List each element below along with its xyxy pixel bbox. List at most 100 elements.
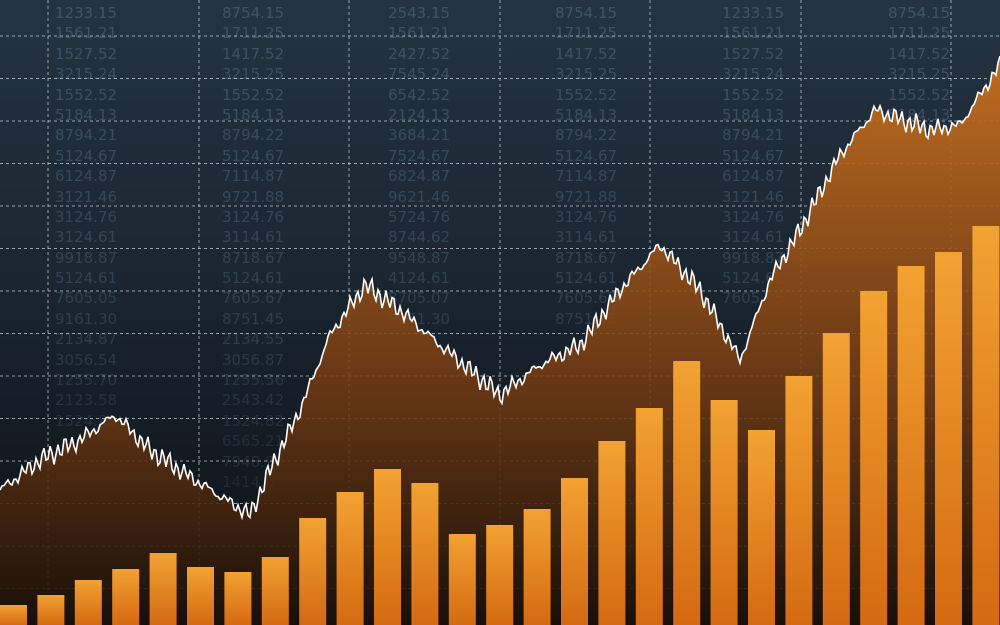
number-cell: 8794.22 — [555, 126, 618, 145]
bars — [0, 226, 1000, 625]
number-cell: 5124.67 — [722, 146, 785, 165]
number-cell: 8794.21 — [722, 126, 785, 145]
number-cell: 1233.15 — [722, 4, 785, 22]
number-cell: 1552.52 — [555, 85, 618, 104]
number-cell: 1711.25 — [222, 24, 285, 43]
number-cell: 3215.25 — [888, 65, 951, 84]
number-cell: 2124.13 — [388, 105, 451, 124]
number-cell: 2134.55 — [222, 330, 285, 349]
number-cell: 8794.22 — [222, 126, 285, 145]
bar — [598, 441, 626, 625]
number-cell: 6565.21 — [222, 432, 285, 451]
number-cell: 1711.25 — [888, 24, 951, 43]
number-cell: 5124.67 — [222, 146, 285, 165]
number-cell: 9548.87 — [388, 248, 451, 267]
number-cell: 3124.76 — [555, 207, 618, 226]
number-cell: 3114.61 — [222, 228, 285, 247]
number-cell: 8718.67 — [222, 248, 285, 267]
number-column: 8754.15 1711.25 1417.52 3215.25 1552.52 5184.… — [888, 3, 950, 125]
number-cell: 1255.70 — [55, 371, 118, 390]
number-cell: 8754.15 — [555, 4, 618, 22]
number-cell: 5184.13 — [555, 105, 618, 124]
number-cell: 9161.30 — [55, 309, 118, 328]
number-cell: 3684.21 — [388, 126, 451, 145]
bar — [261, 557, 289, 625]
number-cell: 3215.24 — [55, 65, 118, 84]
number-cell: 5184.13 — [55, 105, 118, 124]
number-column: 8754.15 1711.25 1417.52 3215.25 1552.52 5184.… — [222, 3, 284, 492]
number-cell: 1561.21 — [388, 24, 451, 43]
number-cell: 9918.87 — [722, 248, 785, 267]
number-cell: 1524.82 — [222, 411, 285, 430]
number-cell: 5124.67 — [55, 146, 118, 165]
number-cell: 8718.67 — [555, 248, 618, 267]
number-cell: 2543.42 — [222, 391, 285, 410]
number-cell: 3215.25 — [222, 65, 285, 84]
price-line — [0, 55, 1000, 521]
number-cell: 1417.52 — [222, 44, 285, 63]
bar — [710, 400, 738, 625]
number-cell: 2427.52 — [388, 44, 451, 63]
number-cell: 1561.21 — [55, 24, 118, 43]
number-cell: 3124.61 — [55, 228, 118, 247]
number-cell: 3056.87 — [222, 350, 285, 369]
bar — [635, 408, 663, 625]
bar — [336, 492, 364, 625]
number-cell: 7605.05 — [55, 289, 118, 308]
number-cell: 7114.87 — [555, 167, 618, 186]
bar — [411, 483, 439, 625]
number-cell: 3121.46 — [722, 187, 785, 206]
number-cell: 9621.46 — [388, 187, 451, 206]
bar — [299, 518, 327, 625]
bar — [0, 605, 27, 625]
number-cell: 5724.76 — [388, 207, 451, 226]
number-cell: 5124.61 — [555, 269, 618, 288]
number-cell: 3121.46 — [55, 187, 118, 206]
number-cell: 1233.15 — [55, 4, 118, 22]
number-cell: 3124.76 — [222, 207, 285, 226]
number-cell: 8744.62 — [388, 228, 451, 247]
number-cell: 3056.54 — [55, 350, 118, 369]
number-cell: 5124.61 — [222, 269, 285, 288]
bar — [673, 361, 701, 625]
bar — [37, 595, 65, 625]
number-cell: 5124.61 — [55, 269, 118, 288]
number-cell: 1561.21 — [722, 24, 785, 43]
number-cell: 1552.52 — [222, 85, 285, 104]
number-cell: 1417.52 — [555, 44, 618, 63]
bar — [561, 478, 588, 625]
bar — [112, 569, 140, 625]
number-cell: 9721.88 — [555, 187, 618, 206]
number-cell: 2134.87 — [55, 330, 118, 349]
number-cell: 8754.15 — [888, 4, 951, 22]
number-cell: 7524.67 — [388, 146, 451, 165]
number-cell: 3114.61 — [555, 228, 618, 247]
number-cell: 3124.76 — [722, 207, 785, 226]
number-cell: 2123.58 — [55, 391, 118, 410]
bar — [448, 534, 476, 625]
number-cell: 4124.61 — [388, 269, 451, 288]
bar — [860, 291, 888, 625]
number-cell: 1255.56 — [222, 371, 285, 390]
bar — [935, 252, 962, 625]
bar — [486, 525, 514, 625]
number-cell: 1414.6 — [222, 472, 275, 491]
number-cell: 7605.67 — [222, 289, 285, 308]
number-cell: 9721.88 — [222, 187, 285, 206]
bar — [523, 509, 551, 625]
bar — [822, 333, 850, 625]
number-cell: 6124.87 — [722, 167, 785, 186]
number-column: 2543.15 1561.21 2427.52 7545.24 6542.52 2124.… — [388, 3, 450, 329]
number-column: 1233.15 1561.21 1527.52 3215.24 1552.52 5184.… — [55, 3, 117, 431]
number-cell: 6124.87 — [55, 167, 118, 186]
number-cell: 5184.13 — [722, 105, 785, 124]
bar — [149, 553, 177, 625]
number-cell: 6824.87 — [388, 167, 451, 186]
number-cell: 8754.15 — [222, 4, 285, 22]
number-cell: 7114.87 — [222, 167, 285, 186]
number-cell: 1417.52 — [888, 44, 951, 63]
number-cell: 1711.25 — [555, 24, 618, 43]
number-cell: 6542.52 — [388, 85, 451, 104]
